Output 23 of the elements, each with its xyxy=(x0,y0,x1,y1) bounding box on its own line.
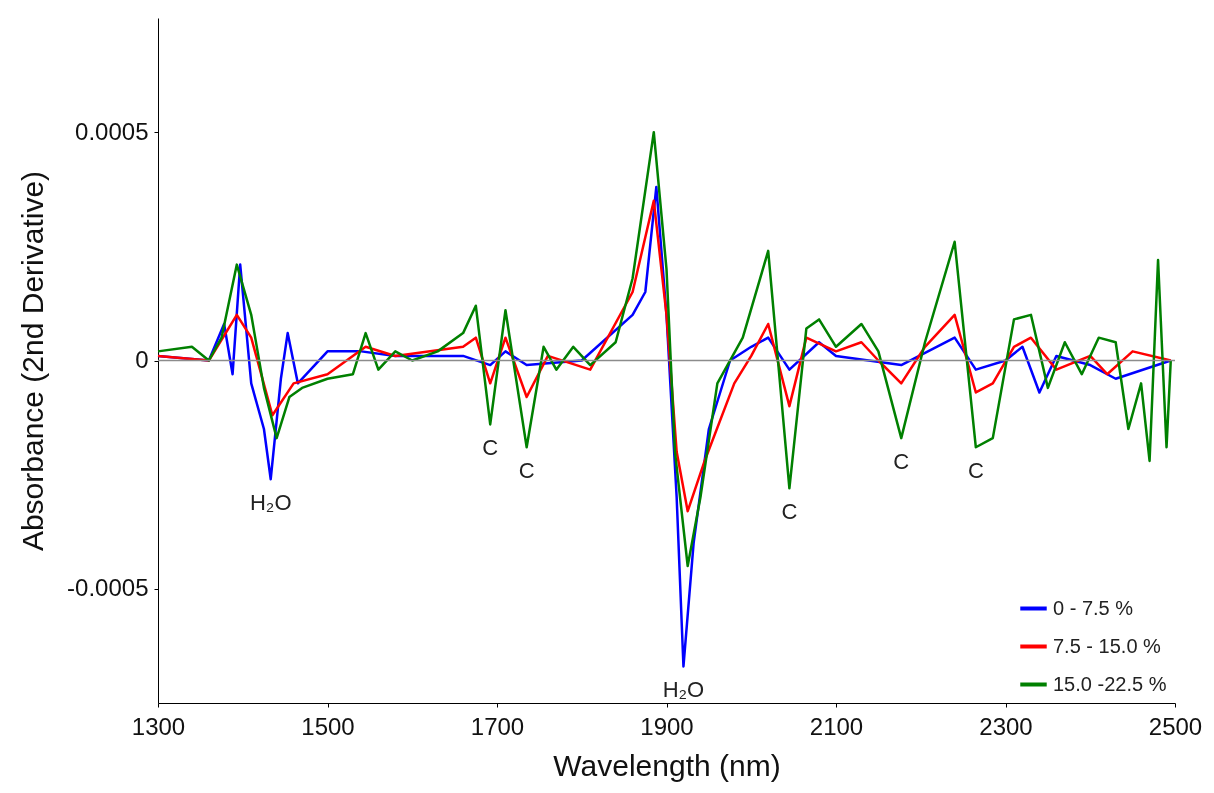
x-tick-label: 2500 xyxy=(1148,712,1203,740)
legend-label: 15.0 -22.5 % xyxy=(1053,672,1167,695)
annotation: C xyxy=(893,449,910,475)
x-tick-label: 1300 xyxy=(131,712,186,740)
annotation: C xyxy=(482,435,499,461)
x-tick-label: 1900 xyxy=(640,712,694,740)
y-axis-title: Absorbance (2nd Derivative) xyxy=(16,170,50,552)
x-tick-label: 2100 xyxy=(809,712,864,740)
annotation: C xyxy=(967,458,984,484)
line-series xyxy=(156,130,1173,568)
x-tick-label: 1500 xyxy=(301,712,355,740)
y-tick-label: 0.0005 xyxy=(75,117,149,145)
annotation: C xyxy=(781,499,798,525)
x-tick-label: 1700 xyxy=(470,712,525,740)
annotation: H₂O xyxy=(249,490,292,516)
y-tick-label: 0 xyxy=(135,346,149,373)
legend-label: 7.5 - 15.0 % xyxy=(1053,634,1162,657)
x-axis-title: Wavelength (nm) xyxy=(553,748,781,782)
annotation: H₂O xyxy=(662,677,705,703)
annotation: C xyxy=(518,458,535,484)
y-tick-label: -0.0005 xyxy=(67,574,149,602)
x-tick-label: 2300 xyxy=(979,712,1033,740)
legend-label: 0 - 7.5 % xyxy=(1053,596,1134,619)
